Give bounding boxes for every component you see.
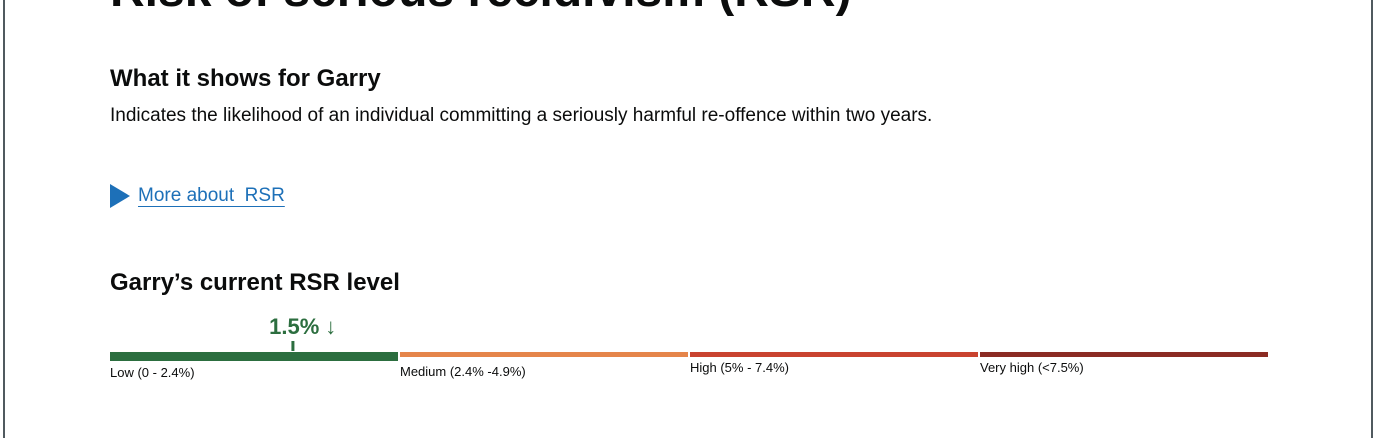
band-medium: Medium (2.4% -4.9%) xyxy=(400,352,688,381)
more-about-rsr-details[interactable]: More about RSR xyxy=(110,184,285,208)
band-very-high-label: Very high (<7.5%) xyxy=(980,360,1084,375)
what-it-shows-heading: What it shows for Garry xyxy=(110,65,381,92)
content-frame xyxy=(3,0,1373,438)
band-low: Low (0 - 2.4%) xyxy=(110,352,398,381)
score-value-row: 1.5% ↓ xyxy=(269,313,336,341)
band-high: High (5% - 7.4%) xyxy=(690,352,978,381)
band-high-label: High (5% - 7.4%) xyxy=(690,360,789,375)
score-tick xyxy=(291,341,295,351)
band-medium-label: Medium (2.4% -4.9%) xyxy=(400,364,526,379)
current-level-heading: Garry’s current RSR level xyxy=(110,269,400,296)
more-about-rsr-link[interactable]: More about RSR xyxy=(138,185,285,206)
band-low-label: Low (0 - 2.4%) xyxy=(110,365,195,380)
page-title: Risk of serious recidivism (RSR) xyxy=(110,0,852,16)
band-medium-bar xyxy=(400,352,688,357)
what-it-shows-description: Indicates the likelihood of an individua… xyxy=(110,105,933,126)
band-very-high: Very high (<7.5%) xyxy=(980,352,1268,381)
band-very-high-bar xyxy=(980,352,1268,357)
risk-scale: Low (0 - 2.4%) Medium (2.4% -4.9%) High … xyxy=(110,352,1268,381)
band-high-bar xyxy=(690,352,978,357)
score-marker: 1.5% ↓ xyxy=(269,313,336,351)
triangle-right-icon[interactable] xyxy=(110,184,130,208)
band-low-bar xyxy=(110,352,398,361)
score-value: 1.5% xyxy=(269,314,320,339)
arrow-down-icon: ↓ xyxy=(325,314,337,339)
